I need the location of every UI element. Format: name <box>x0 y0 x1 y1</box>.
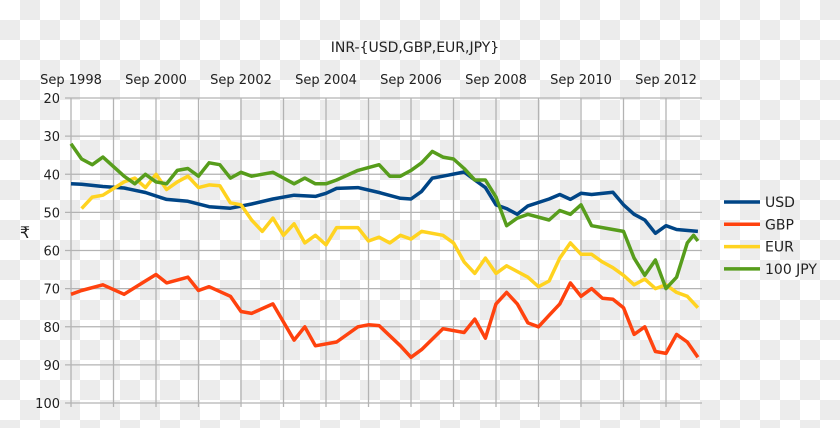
y-tick-label: 40 <box>43 168 60 183</box>
y-tick-label: 30 <box>43 130 60 145</box>
x-tick-label: Sep 2008 <box>465 73 527 88</box>
legend-label: USD <box>765 195 795 211</box>
x-tick-label: Sep 2000 <box>125 73 187 88</box>
y-tick-label: 100 <box>35 397 60 412</box>
x-tick-label: Sep 2010 <box>550 73 612 88</box>
series-line-100-jpy <box>69 142 700 291</box>
series-line-eur <box>80 172 700 309</box>
series-line-usd <box>70 170 699 236</box>
x-tick-label: Sep 2004 <box>295 73 357 88</box>
legend-label: 100 JPY <box>765 262 817 278</box>
y-tick-label: 70 <box>43 283 60 298</box>
y-axis-label: ₹ <box>20 223 30 242</box>
legend-label: EUR <box>765 240 794 256</box>
y-tick-label: 50 <box>43 206 60 221</box>
y-tick-label: 80 <box>43 321 60 336</box>
y-tick-label: 60 <box>43 245 60 260</box>
x-tick-label: Sep 1998 <box>40 73 102 88</box>
y-tick-label: 20 <box>43 92 60 107</box>
chart-title: INR-{USD,GBP,EUR,JPY} <box>331 40 499 56</box>
x-tick-label: Sep 2006 <box>380 73 442 88</box>
series-line-gbp <box>70 272 700 360</box>
legend-label: GBP <box>765 217 794 233</box>
x-tick-label: Sep 2012 <box>635 73 697 88</box>
x-tick-label: Sep 2002 <box>210 73 272 88</box>
y-tick-label: 90 <box>43 359 60 374</box>
